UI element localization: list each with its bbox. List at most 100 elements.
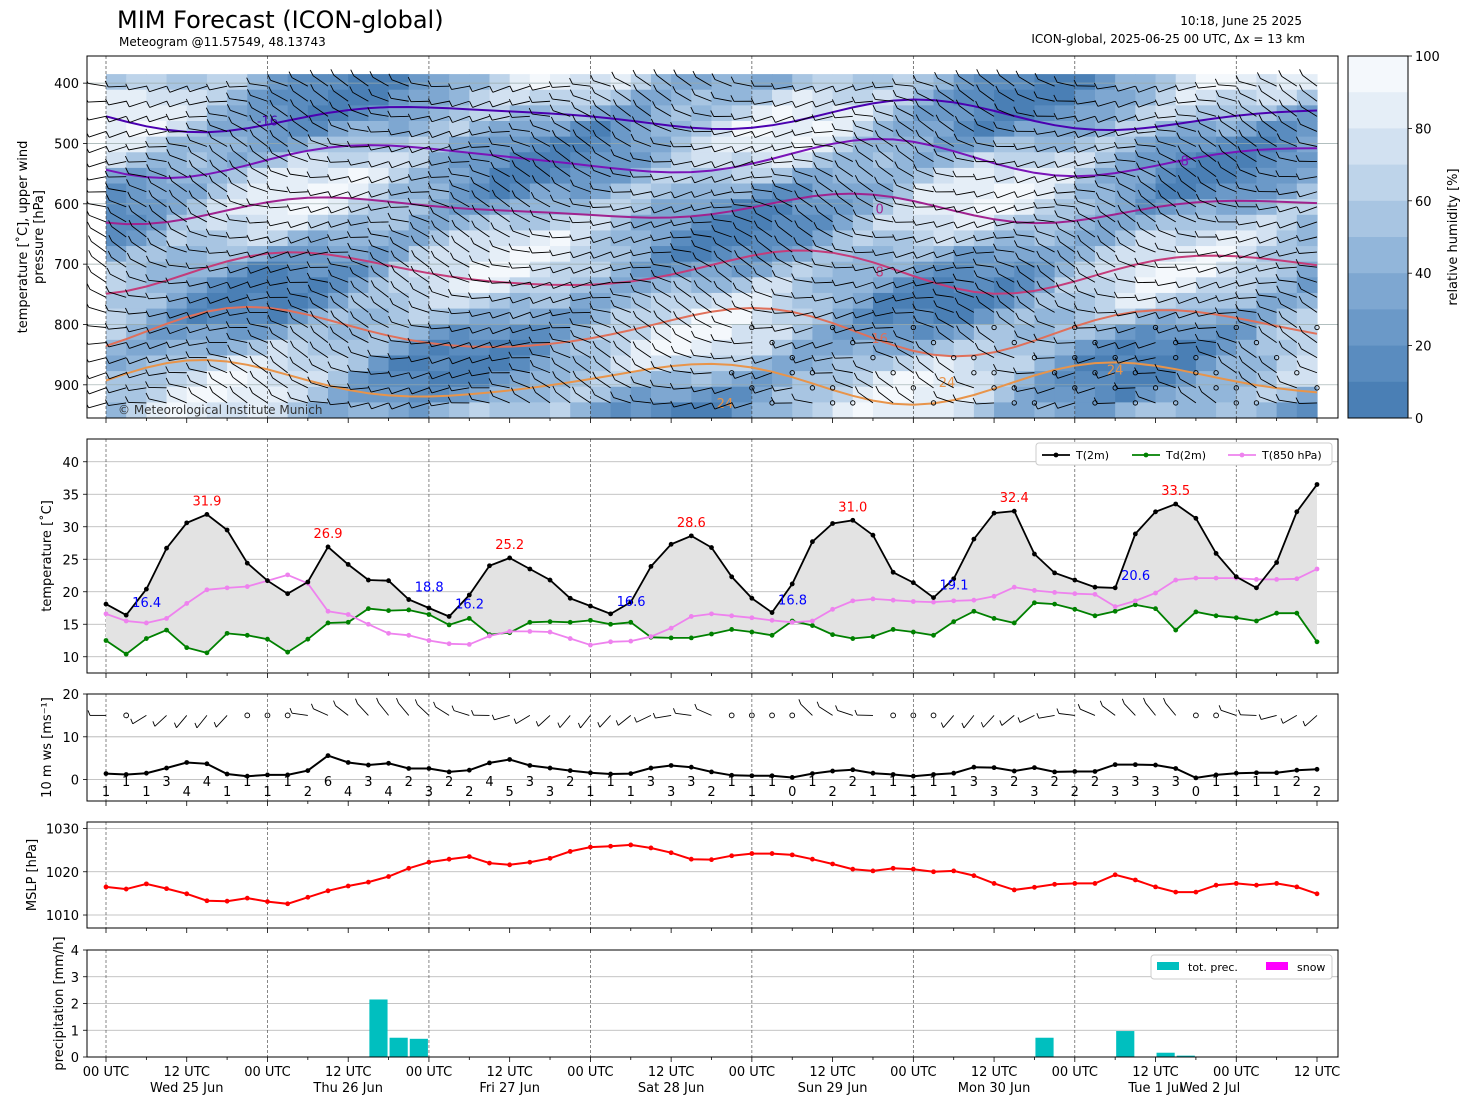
wind-barb [898,120,914,132]
wind-barb [491,264,510,268]
wind-barb [976,191,995,198]
wind-barb [956,236,975,244]
humidity-cell [832,120,854,138]
humidity-cell [1276,152,1298,169]
wind-barb-flag [893,101,898,109]
humidity-cell [267,136,289,153]
wind-barb-flag [631,358,636,365]
wind-barb [713,130,732,136]
wind-barb [814,143,833,147]
wind-barb-flag [854,709,858,716]
series-point [789,619,795,625]
wind-barb [191,196,208,208]
wind-barb [1097,146,1116,152]
wind-barb [452,357,470,365]
wind-barb-flag [1155,296,1159,303]
wind-barb [878,391,894,404]
wind-barb-flag [368,88,373,96]
wind-barb-flag [427,304,432,311]
wind-barb-flag [148,204,153,212]
wind-barb-flag [186,225,191,232]
wind-barb [1299,366,1318,374]
humidity-cell [227,308,248,325]
wind-barb-flag [611,131,616,138]
humidity-cell [529,230,551,247]
wind-barb-flag [388,161,393,168]
wind-barb [1259,251,1277,259]
wind-speed-label: 1 [586,785,594,800]
wind-barb-flag [1115,101,1119,108]
calm-wind-marker [749,385,755,391]
wind-barb-flag [185,351,190,358]
wind-barb-flag [187,146,192,153]
humidity-cell [650,105,672,122]
wind-barb [411,146,430,154]
wind-barb [312,302,329,313]
wind-barb [492,395,510,404]
series-point [446,614,452,619]
wind-barb [875,327,894,329]
wind-barb-flag [528,336,533,343]
wind-barb-flag [185,122,190,129]
legend-label: Td(2m) [1165,449,1206,462]
wind-barb-flag [87,209,90,216]
wind-barb [1299,236,1318,242]
wind-barb-flag [975,326,980,333]
wind-barb-flag [246,216,250,224]
series-point [365,621,371,627]
wind-barb-flag [993,345,998,352]
wind-barb [999,301,1015,313]
wind-barb [192,180,208,193]
wind-barb [714,79,732,87]
calm-wind-marker [284,712,291,719]
humidity-cell [610,386,632,403]
wind-speed-point [810,771,815,777]
wind-barb-flag [489,341,493,349]
wind-barb [714,321,732,328]
wind-barb-flag [1255,288,1260,296]
y-tick-label: 700 [54,258,79,273]
wind-barb [555,391,571,404]
wind-speed-point [406,766,412,771]
wind-barb-flag [994,267,999,274]
humidity-cell [1014,261,1036,278]
wind-barb [532,311,551,319]
humidity-cell [267,402,289,418]
wind-barb-flag [913,315,917,322]
wind-barb-flag [327,234,331,241]
wind-barb-flag [732,222,737,229]
wind-barb-flag [206,83,210,91]
y-tick-label: 35 [62,488,79,503]
wind-barb-flag [145,310,150,317]
wind-barb-flag [1114,272,1119,280]
wind-barb [291,77,309,87]
humidity-cell [1216,355,1237,372]
wind-barb [714,230,732,238]
wind-speed-point [890,772,896,777]
wind-barb [128,173,147,178]
humidity-cell [368,230,390,247]
wind-barb [835,281,853,287]
wind-barb-flag [875,144,880,151]
humidity-cell [913,183,935,200]
wind-barb-flag [286,186,291,193]
wind-barb-flag [327,361,332,368]
wind-barb [875,266,894,274]
calm-wind-marker [991,385,997,391]
wind-barb-flag [431,234,436,242]
wind-barb-flag [569,318,574,325]
humidity-cell [307,324,329,341]
wind-barb [572,236,591,242]
wind-speed-label: 5 [506,785,514,800]
wind-barb [694,402,712,410]
wind-barb-flag [1134,257,1139,265]
wind-barb [654,348,672,359]
wind-barb [1038,243,1055,253]
wind-barb-flag [1194,81,1199,89]
wind-barb-flag [508,111,513,118]
wind-barb [131,241,147,253]
wind-barb [573,95,591,102]
wind-barb [633,400,651,404]
wind-barb-flag [973,136,977,144]
humidity-cell [388,136,410,153]
